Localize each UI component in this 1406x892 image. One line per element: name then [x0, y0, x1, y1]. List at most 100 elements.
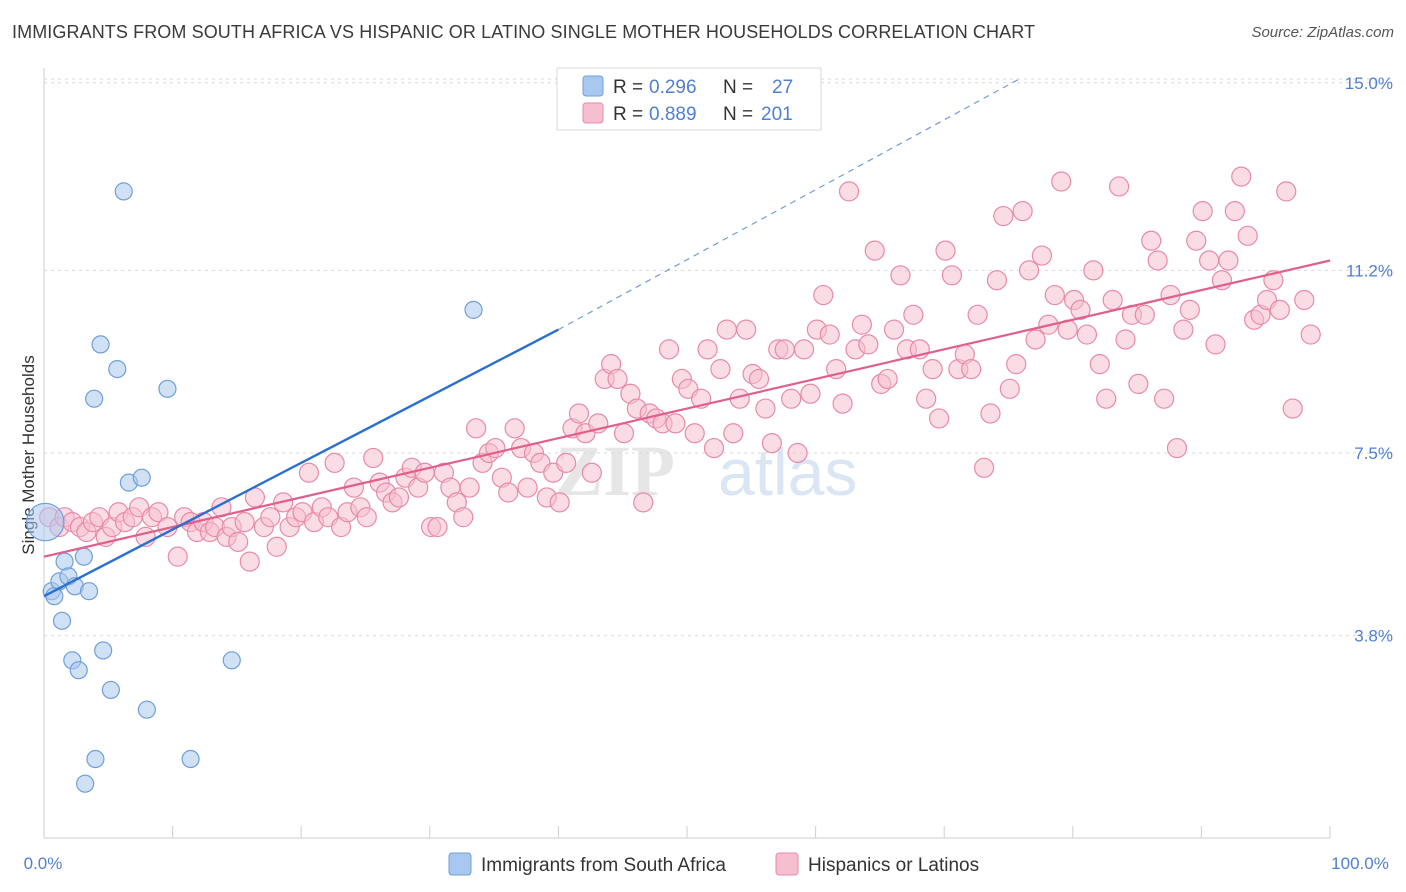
legend-swatch-blue — [582, 75, 604, 97]
data-point-hispanics — [581, 462, 602, 483]
data-point-hispanics — [1089, 354, 1110, 375]
data-point-hispanics — [228, 531, 249, 552]
data-point-hispanics — [549, 492, 570, 513]
data-point-hispanics — [266, 536, 287, 557]
trend-line-hispanics — [43, 259, 1331, 558]
data-point-hispanics — [260, 507, 281, 528]
data-point-hispanics — [1076, 324, 1098, 345]
data-point-hispanics — [1044, 284, 1065, 306]
data-point-hispanics — [922, 358, 943, 380]
data-point-hispanics — [517, 477, 538, 498]
data-point-south-africa — [55, 552, 74, 571]
data-point-south-africa — [52, 611, 72, 630]
data-point-hispanics — [961, 358, 982, 380]
series-legend: Immigrants from South Africa Hispanics o… — [448, 852, 979, 876]
data-point-hispanics — [903, 304, 924, 325]
data-point-hispanics — [813, 284, 834, 306]
data-point-hispanics — [324, 452, 345, 473]
data-point-hispanics — [1300, 324, 1321, 345]
data-point-hispanics — [504, 418, 525, 439]
data-point-hispanics — [1224, 201, 1245, 222]
data-point-hispanics — [890, 265, 911, 286]
data-point-hispanics — [774, 339, 795, 360]
data-point-hispanics — [1031, 245, 1053, 266]
legend-r-label-1: R = — [613, 77, 643, 98]
data-point-hispanics — [658, 339, 680, 360]
data-point-hispanics — [748, 368, 770, 390]
data-point-hispanics — [1294, 289, 1315, 311]
series-hispanics-points — [39, 166, 1321, 572]
data-point-hispanics — [298, 462, 320, 483]
data-point-hispanics — [613, 423, 635, 444]
y-tick-label: 15.0% — [1345, 74, 1393, 93]
y-tick-label: 7.5% — [1354, 444, 1393, 463]
data-point-hispanics — [1102, 289, 1123, 311]
data-point-south-africa — [79, 582, 99, 601]
bottom-legend-label-blue: Immigrants from South Africa — [481, 855, 726, 876]
y-tick-labels: 3.8% 7.5% 11.2% 15.0% — [1345, 74, 1393, 646]
data-point-south-africa — [181, 749, 200, 769]
legend-r-label-2: R = — [613, 104, 643, 125]
data-point-hispanics — [723, 423, 744, 444]
data-point-hispanics — [832, 393, 853, 414]
data-point-hispanics — [838, 181, 860, 202]
data-point-hispanics — [1134, 304, 1155, 325]
data-point-hispanics — [607, 368, 628, 390]
y-axis-label: Single Mother Households — [19, 355, 38, 554]
data-point-hispanics — [167, 546, 188, 567]
chart-source: Source: ZipAtlas.com — [1251, 24, 1394, 41]
data-point-hispanics — [556, 452, 577, 473]
x-axis-ticks — [43, 826, 1331, 838]
data-point-hispanics — [1025, 329, 1046, 350]
data-point-hispanics — [1051, 171, 1072, 192]
data-point-hispanics — [761, 433, 782, 454]
data-point-hispanics — [1128, 373, 1149, 394]
data-point-hispanics — [1192, 201, 1213, 222]
legend-swatch-pink — [582, 102, 604, 124]
data-point-hispanics — [1269, 299, 1290, 320]
data-point-hispanics — [999, 378, 1020, 399]
data-point-hispanics — [851, 314, 872, 335]
data-point-hispanics — [388, 487, 410, 508]
data-point-hispanics — [967, 304, 988, 325]
data-point-south-africa — [94, 641, 113, 660]
data-point-hispanics — [427, 516, 448, 538]
data-point-south-africa — [85, 389, 104, 408]
data-point-hispanics — [1012, 201, 1033, 222]
data-point-hispanics — [1083, 260, 1104, 281]
data-point-hispanics — [916, 388, 937, 409]
data-point-hispanics — [453, 507, 474, 528]
data-point-hispanics — [1179, 299, 1200, 320]
data-point-hispanics — [1186, 230, 1207, 251]
data-point-hispanics — [1147, 250, 1168, 271]
data-point-hispanics — [465, 418, 487, 439]
data-point-hispanics — [973, 457, 995, 478]
data-point-south-africa — [25, 502, 65, 542]
data-point-hispanics — [986, 270, 1008, 291]
data-point-hispanics — [1231, 166, 1252, 187]
x-tick-label-min: 0.0% — [24, 854, 63, 873]
data-point-hispanics — [993, 205, 1014, 227]
data-point-hispanics — [716, 319, 737, 340]
data-point-hispanics — [568, 403, 590, 424]
grid — [44, 78, 1392, 637]
data-point-hispanics — [980, 403, 1001, 424]
data-point-hispanics — [736, 319, 757, 340]
data-point-hispanics — [1108, 176, 1130, 197]
data-point-hispanics — [1282, 398, 1303, 419]
chart-title: IMMIGRANTS FROM SOUTH AFRICA VS HISPANIC… — [12, 22, 1036, 42]
data-point-hispanics — [633, 492, 654, 513]
data-point-hispanics — [928, 408, 950, 429]
data-point-hispanics — [877, 368, 898, 390]
data-point-hispanics — [1141, 230, 1162, 251]
data-point-hispanics — [883, 319, 905, 340]
data-point-hispanics — [665, 413, 686, 434]
data-point-south-africa — [101, 680, 120, 700]
data-point-hispanics — [935, 240, 956, 261]
trend-line-south-africa — [43, 328, 559, 598]
data-point-hispanics — [356, 507, 377, 528]
data-point-hispanics — [941, 265, 963, 286]
bottom-legend-swatch-blue — [448, 852, 472, 876]
data-point-hispanics — [819, 324, 840, 345]
data-point-hispanics — [148, 502, 169, 523]
